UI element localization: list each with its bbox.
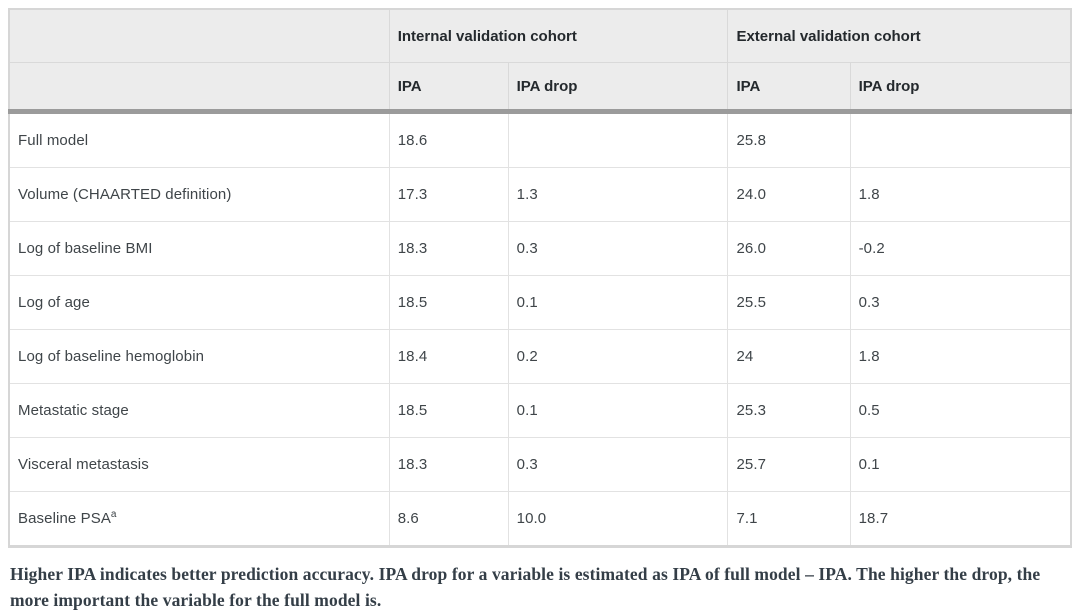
internal-ipa-drop-value: 1.3 <box>507 167 729 222</box>
table-row: Full model 18.6 25.8 <box>8 111 1072 168</box>
table-footnote: Higher IPA indicates better prediction a… <box>10 564 1041 611</box>
external-ipa-drop-value: 1.8 <box>849 167 1072 222</box>
external-ipa-value: 25.5 <box>727 275 851 330</box>
internal-ipa-value: 18.5 <box>388 383 509 438</box>
ipa-comparison-table: Internal validation cohort External vali… <box>8 8 1072 548</box>
header-external-cohort: External validation cohort <box>727 8 1072 63</box>
table-row: Log of age 18.5 0.1 25.5 0.3 <box>8 275 1072 330</box>
table-header: Internal validation cohort External vali… <box>8 8 1072 114</box>
internal-ipa-drop-value: 0.3 <box>507 221 729 276</box>
header-empty-cell <box>8 8 390 63</box>
table-row: Log of baseline hemoglobin 18.4 0.2 24 1… <box>8 329 1072 384</box>
external-ipa-value: 25.7 <box>727 437 851 492</box>
header-empty-cell <box>8 62 390 114</box>
internal-ipa-value: 17.3 <box>388 167 509 222</box>
external-ipa-drop-value: -0.2 <box>849 221 1072 276</box>
internal-ipa-value: 18.3 <box>388 221 509 276</box>
table-row: Baseline PSAa 8.6 10.0 7.1 18.7 <box>8 491 1072 547</box>
internal-ipa-value: 8.6 <box>388 491 509 547</box>
internal-ipa-drop-value: 0.1 <box>507 383 729 438</box>
header-internal-cohort: Internal validation cohort <box>388 8 729 63</box>
internal-ipa-drop-value <box>507 111 729 168</box>
internal-ipa-drop-value: 0.2 <box>507 329 729 384</box>
external-ipa-value: 24.0 <box>727 167 851 222</box>
internal-ipa-value: 18.4 <box>388 329 509 384</box>
external-ipa-value: 25.8 <box>727 111 851 168</box>
internal-ipa-value: 18.3 <box>388 437 509 492</box>
header-external-ipa-drop: IPA drop <box>849 62 1072 114</box>
row-label: Visceral metastasis <box>8 437 390 492</box>
row-label: Log of age <box>8 275 390 330</box>
external-ipa-drop-value: 1.8 <box>849 329 1072 384</box>
internal-ipa-drop-value: 10.0 <box>507 491 729 547</box>
row-label: Baseline PSAa <box>8 491 390 547</box>
external-ipa-drop-value <box>849 111 1072 168</box>
header-internal-ipa: IPA <box>388 62 509 114</box>
row-label: Full model <box>8 111 390 168</box>
external-ipa-drop-value: 0.5 <box>849 383 1072 438</box>
footnote-marker: a <box>110 509 117 520</box>
table-row: Visceral metastasis 18.3 0.3 25.7 0.1 <box>8 437 1072 492</box>
internal-ipa-value: 18.5 <box>388 275 509 330</box>
row-label: Volume (CHAARTED definition) <box>8 167 390 222</box>
header-group-row: Internal validation cohort External vali… <box>8 8 1072 63</box>
header-external-ipa: IPA <box>727 62 851 114</box>
table-row: Log of baseline BMI 18.3 0.3 26.0 -0.2 <box>8 221 1072 276</box>
external-ipa-drop-value: 0.1 <box>849 437 1072 492</box>
internal-ipa-drop-value: 0.3 <box>507 437 729 492</box>
header-internal-ipa-drop: IPA drop <box>507 62 729 114</box>
table-row: Metastatic stage 18.5 0.1 25.3 0.5 <box>8 383 1072 438</box>
external-ipa-drop-value: 0.3 <box>849 275 1072 330</box>
row-label-text: Baseline PSA <box>18 510 111 527</box>
internal-ipa-value: 18.6 <box>388 111 509 168</box>
external-ipa-value: 25.3 <box>727 383 851 438</box>
row-label: Log of baseline BMI <box>8 221 390 276</box>
external-ipa-value: 24 <box>727 329 851 384</box>
external-ipa-value: 7.1 <box>727 491 851 547</box>
internal-ipa-drop-value: 0.1 <box>507 275 729 330</box>
external-ipa-drop-value: 18.7 <box>849 491 1072 547</box>
external-ipa-value: 26.0 <box>727 221 851 276</box>
table-body: Full model 18.6 25.8 Volume (CHAARTED de… <box>8 111 1072 547</box>
row-label: Metastatic stage <box>8 383 390 438</box>
row-label: Log of baseline hemoglobin <box>8 329 390 384</box>
table-row: Volume (CHAARTED definition) 17.3 1.3 24… <box>8 167 1072 222</box>
header-sub-row: IPA IPA drop IPA IPA drop <box>8 62 1072 114</box>
